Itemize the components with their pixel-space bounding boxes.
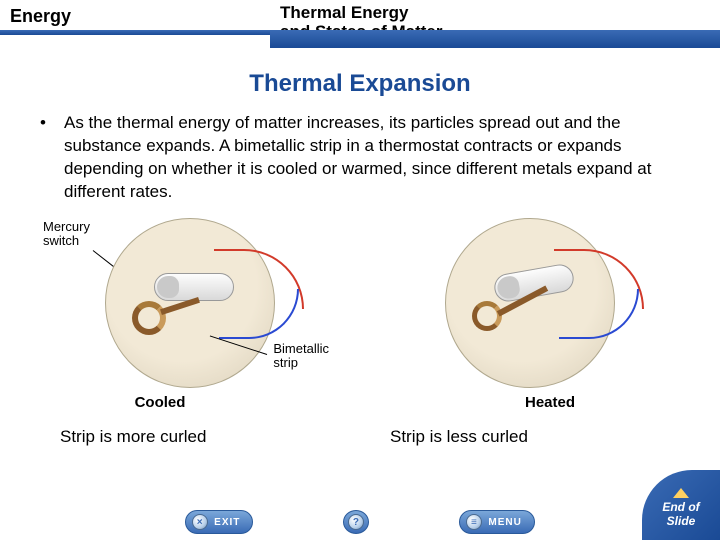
menu-button[interactable]: ≡ MENU xyxy=(459,510,534,534)
exit-label: EXIT xyxy=(214,517,240,528)
help-icon: ? xyxy=(348,514,364,530)
slide-header: Energy Thermal Energy and States of Matt… xyxy=(0,0,720,48)
chapter-label: Energy xyxy=(10,6,71,27)
header-rule-right xyxy=(270,30,720,48)
state-word-heated: Heated xyxy=(385,394,675,411)
exit-button[interactable]: × EXIT xyxy=(185,510,253,534)
caption-heated: Strip is less curled xyxy=(360,427,680,447)
figure-cooled: Mercury switch Bimetallic strip Cooled xyxy=(45,218,335,411)
section-line1: Thermal Energy xyxy=(280,3,409,22)
mercury-switch-icon xyxy=(154,273,234,301)
bullet-item: • As the thermal energy of matter increa… xyxy=(40,112,680,204)
figure-captions: Strip is more curled Strip is less curle… xyxy=(0,427,720,447)
slide-title: Thermal Expansion xyxy=(0,70,720,98)
wire-blue-icon xyxy=(559,289,639,339)
end-of-slide-badge[interactable]: End of Slide xyxy=(642,470,720,540)
bimetallic-strip-cooled-icon xyxy=(132,301,166,335)
thermostat-disc-heated xyxy=(445,218,615,388)
strip-coil-icon xyxy=(472,301,502,331)
label-bimetal-l1: Bimetallic xyxy=(273,341,329,356)
bimetallic-strip-heated-icon xyxy=(472,301,502,331)
end-line1: End of xyxy=(662,501,699,514)
menu-label: MENU xyxy=(488,517,521,528)
label-mercury-l2: switch xyxy=(43,233,79,248)
nav-footer: × EXIT ? ≡ MENU xyxy=(0,504,720,540)
bullet-text: As the thermal energy of matter increase… xyxy=(64,112,680,204)
strip-coil-icon xyxy=(132,301,166,335)
figure-heated: Heated xyxy=(385,218,675,411)
header-rule-left xyxy=(0,30,270,35)
label-mercury-l1: Mercury xyxy=(43,219,90,234)
state-word-cooled: Cooled xyxy=(45,394,335,411)
figure-row: Mercury switch Bimetallic strip Cooled xyxy=(0,218,720,411)
exit-orb-icon: × xyxy=(192,514,208,530)
bullet-marker: • xyxy=(40,112,64,204)
thermostat-disc-cooled xyxy=(105,218,275,388)
triangle-up-icon xyxy=(673,488,689,498)
help-button[interactable]: ? xyxy=(343,510,369,534)
wire-blue-icon xyxy=(219,289,299,339)
body-content: • As the thermal energy of matter increa… xyxy=(0,98,720,204)
end-line2: Slide xyxy=(667,515,696,528)
label-bimetal-l2: strip xyxy=(273,355,298,370)
caption-cooled: Strip is more curled xyxy=(40,427,360,447)
label-mercury-switch: Mercury switch xyxy=(43,220,90,249)
menu-orb-icon: ≡ xyxy=(466,514,482,530)
mercury-bulb-icon xyxy=(496,275,521,300)
label-bimetallic-strip: Bimetallic strip xyxy=(273,342,329,371)
mercury-bulb-icon xyxy=(157,276,179,298)
